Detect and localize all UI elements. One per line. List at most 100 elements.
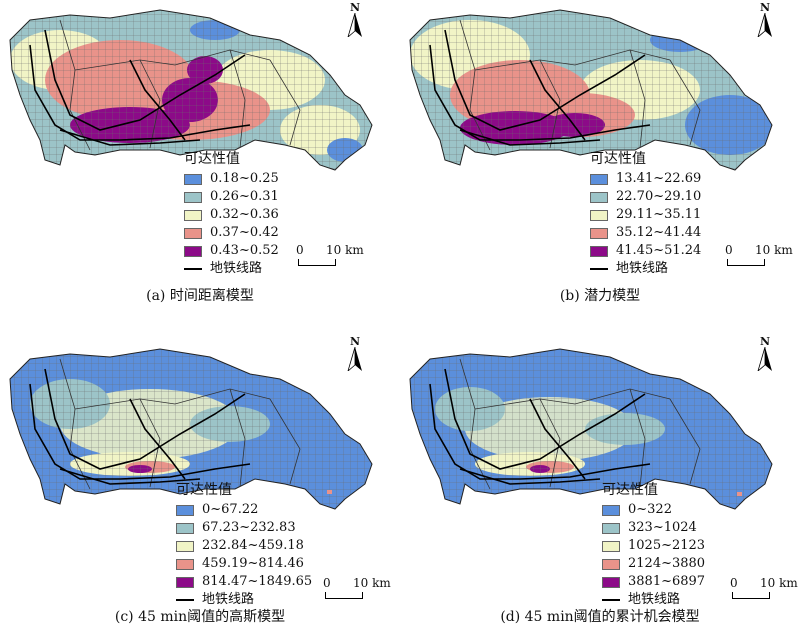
north-arrow-icon xyxy=(347,12,362,39)
north-arrow-b: N xyxy=(754,1,776,39)
legend-title: 可达性值 xyxy=(602,482,658,498)
legend-swatch xyxy=(176,504,194,516)
panel-c: N 可达性值 0~67.22 67.23~232.83 232.84~459.1… xyxy=(0,314,400,628)
legend-row: 29.11~35.11 xyxy=(590,206,701,224)
legend-label: 22.70~29.10 xyxy=(616,189,702,204)
scale-zero: 0 xyxy=(730,576,738,590)
caption-c: (c) 45 min阈值的高斯模型 xyxy=(114,609,286,625)
legend-row: 41.45~51.24 xyxy=(590,242,701,260)
north-arrow-icon xyxy=(757,12,772,39)
panel-a: N 可达性值 0.18~0.25 0.26~0.31 0.32~0.36 0.3… xyxy=(0,0,400,314)
caption-d: (d) 45 min阈值的累计机会模型 xyxy=(500,609,700,625)
legend-swatch xyxy=(176,576,194,588)
legend-row: 0.37~0.42 xyxy=(184,224,279,242)
legend-row-metro: 地铁线路 xyxy=(184,260,279,278)
scale-ticks xyxy=(325,592,363,599)
legend-row: 0.43~0.52 xyxy=(184,242,279,260)
legend-label: 0~322 xyxy=(628,502,672,517)
legend-row: 0.26~0.31 xyxy=(184,188,279,206)
legend-row-metro: 地铁线路 xyxy=(602,591,705,609)
legend-swatch xyxy=(590,227,608,239)
caption-a: (a) 时间距离模型 xyxy=(146,288,254,304)
legend-swatch xyxy=(184,209,202,221)
scale-ticks xyxy=(727,259,765,266)
legend-row-metro: 地铁线路 xyxy=(590,260,701,278)
north-arrow-icon xyxy=(757,346,772,373)
legend-label: 29.11~35.11 xyxy=(616,207,702,222)
legend-label: 323~1024 xyxy=(628,520,697,535)
caption-b: (b) 潜力模型 xyxy=(559,288,641,304)
metro-line-swatch xyxy=(602,599,620,601)
legend-c: 可达性值 0~67.22 67.23~232.83 232.84~459.18 … xyxy=(176,481,312,609)
metro-line-swatch xyxy=(176,599,194,601)
legend-row: 0.32~0.36 xyxy=(184,206,279,224)
legend-b: 可达性值 13.41~22.69 22.70~29.10 29.11~35.11… xyxy=(590,150,701,278)
legend-label: 814.47~1849.65 xyxy=(202,574,313,589)
legend-row: 459.19~814.46 xyxy=(176,555,312,573)
legend-swatch xyxy=(176,558,194,570)
legend-row: 0.18~0.25 xyxy=(184,170,279,188)
legend-label: 459.19~814.46 xyxy=(202,556,304,571)
legend-row: 13.41~22.69 xyxy=(590,170,701,188)
legend-row-metro: 地铁线路 xyxy=(176,591,312,609)
legend-label: 地铁线路 xyxy=(210,261,263,276)
legend-label: 0.26~0.31 xyxy=(210,189,279,204)
north-arrow-icon xyxy=(347,346,362,373)
legend-title: 可达性值 xyxy=(590,151,646,167)
legend-row: 2124~3880 xyxy=(602,555,705,573)
legend-swatch xyxy=(184,173,202,185)
legend-swatch xyxy=(602,504,620,516)
legend-a: 可达性值 0.18~0.25 0.26~0.31 0.32~0.36 0.37~… xyxy=(184,150,279,278)
legend-label: 35.12~41.44 xyxy=(616,225,702,240)
legend-label: 232.84~459.18 xyxy=(202,538,304,553)
map-d xyxy=(409,348,773,510)
legend-label: 13.41~22.69 xyxy=(616,171,702,186)
metro-line-swatch xyxy=(590,268,608,270)
scale-bar-b: 0 10 km xyxy=(725,243,800,267)
north-label: N xyxy=(759,1,771,14)
legend-swatch xyxy=(176,540,194,552)
north-label: N xyxy=(349,335,361,348)
north-arrow-c: N xyxy=(344,335,366,373)
legend-title: 可达性值 xyxy=(176,482,232,498)
legend-label: 2124~3880 xyxy=(628,556,706,571)
north-arrow-d: N xyxy=(754,335,776,373)
legend-label: 0.32~0.36 xyxy=(210,207,279,222)
legend-swatch xyxy=(184,191,202,203)
scale-ticks xyxy=(298,259,336,266)
scale-distance: 10 km xyxy=(353,576,391,590)
legend-title: 可达性值 xyxy=(184,151,240,167)
legend-swatch xyxy=(602,522,620,534)
legend-swatch xyxy=(590,245,608,257)
legend-label: 0.43~0.52 xyxy=(210,243,279,258)
legend-swatch xyxy=(590,191,608,203)
north-label: N xyxy=(759,335,771,348)
legend-row: 814.47~1849.65 xyxy=(176,573,312,591)
legend-swatch xyxy=(602,540,620,552)
map-c xyxy=(9,348,373,510)
legend-row: 232.84~459.18 xyxy=(176,537,312,555)
legend-swatch xyxy=(602,576,620,588)
legend-row: 0~322 xyxy=(602,501,705,519)
legend-row: 1025~2123 xyxy=(602,537,705,555)
scale-zero: 0 xyxy=(323,576,331,590)
map-a xyxy=(9,9,373,171)
scale-distance: 10 km xyxy=(755,243,793,257)
panel-d: N 可达性值 0~322 323~1024 1025~2123 2124~388… xyxy=(400,314,800,628)
legend-label: 1025~2123 xyxy=(628,538,706,553)
scale-zero: 0 xyxy=(725,243,733,257)
legend-row: 3881~6897 xyxy=(602,573,705,591)
legend-label: 地铁线路 xyxy=(628,592,681,607)
scale-bar-d: 0 10 km xyxy=(730,576,800,600)
legend-d: 可达性值 0~322 323~1024 1025~2123 2124~3880 … xyxy=(602,481,705,609)
legend-swatch xyxy=(590,173,608,185)
legend-label: 0~67.22 xyxy=(202,502,259,517)
legend-row: 323~1024 xyxy=(602,519,705,537)
legend-row: 35.12~41.44 xyxy=(590,224,701,242)
legend-label: 0.37~0.42 xyxy=(210,225,279,240)
north-arrow-a: N xyxy=(344,2,366,39)
legend-label: 地铁线路 xyxy=(202,592,255,607)
panel-b: N 可达性值 13.41~22.69 22.70~29.10 29.11~35.… xyxy=(400,0,800,314)
legend-label: 3881~6897 xyxy=(628,574,706,589)
legend-swatch xyxy=(184,227,202,239)
